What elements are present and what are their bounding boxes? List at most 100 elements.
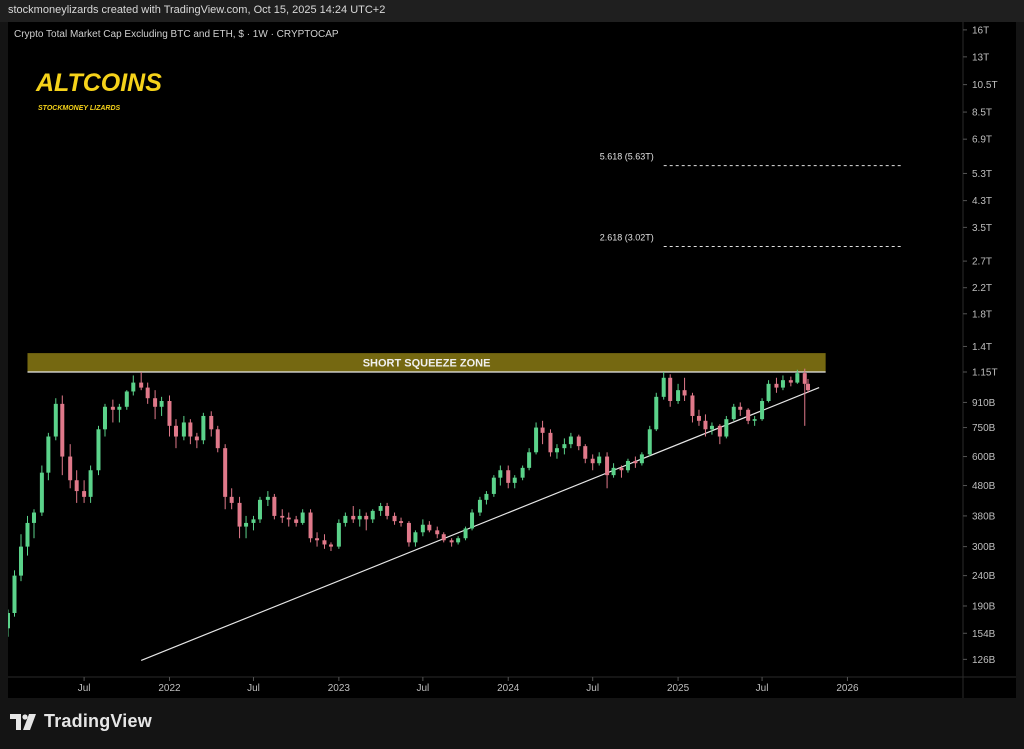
candle-down <box>746 408 751 425</box>
candle-up <box>647 425 652 457</box>
candle-body <box>237 502 242 527</box>
price-chart[interactable]: SHORT SQUEEZE ZONE 5.618 (5.63T) 2.618 (3… <box>6 22 1016 698</box>
candle-up <box>6 609 10 637</box>
candle-body <box>463 528 468 539</box>
candle-down <box>690 392 695 423</box>
candle-up <box>244 515 249 539</box>
candle-body <box>449 540 454 543</box>
candle-body <box>590 458 595 464</box>
candle-up <box>554 444 559 459</box>
candle-up <box>562 438 567 455</box>
candle-down <box>145 382 150 404</box>
candle-down <box>272 493 277 520</box>
candle-up <box>413 530 418 547</box>
candle-body <box>272 496 277 516</box>
candle-up <box>520 465 525 481</box>
candle-body <box>470 512 475 529</box>
y-tick-label: 300B <box>972 542 996 553</box>
candle-body <box>703 420 708 430</box>
candle-down <box>668 374 673 407</box>
candle-up <box>470 509 475 531</box>
candle-body <box>746 409 751 421</box>
candle-body <box>795 373 800 383</box>
candle-body <box>477 499 482 513</box>
candle-body <box>554 448 559 453</box>
candle-down <box>540 420 545 445</box>
candle-up <box>131 375 136 396</box>
candle-body <box>300 512 305 523</box>
candle-up <box>117 403 122 423</box>
candle-body <box>661 377 666 397</box>
candle-up <box>676 383 681 404</box>
candle-down <box>351 506 356 523</box>
candle-up <box>124 390 129 410</box>
candle-up <box>760 398 765 421</box>
candle-down <box>441 532 446 543</box>
candle-down <box>548 429 553 457</box>
candle-body <box>286 517 291 520</box>
candle-down <box>322 534 327 549</box>
candle-up <box>484 491 489 505</box>
candle-body <box>625 460 630 471</box>
tradingview-logo-icon <box>10 713 36 730</box>
candle-up <box>498 465 503 486</box>
candle-up <box>88 465 93 503</box>
candle-down <box>392 512 397 525</box>
candle-up <box>265 491 270 507</box>
candle-body <box>605 456 610 476</box>
candle-down <box>194 432 199 449</box>
candle-down <box>633 456 638 468</box>
candle-body <box>131 382 136 392</box>
candle-body <box>413 532 418 543</box>
candle-body <box>682 390 687 396</box>
candle-up <box>477 496 482 516</box>
candle-body <box>534 427 539 453</box>
candle-body <box>456 538 461 543</box>
candle-down <box>294 515 299 527</box>
y-tick-label: 240B <box>972 571 996 582</box>
candle-body <box>215 429 220 449</box>
candle-body <box>322 540 327 545</box>
candle-up <box>456 536 461 545</box>
candle-body <box>82 491 87 497</box>
candle-down <box>315 532 320 547</box>
time-axis[interactable]: Jul 2022 Jul 2023 Jul 2024 Jul 2025 Jul 2026 <box>78 677 859 694</box>
candle-body <box>576 436 581 447</box>
ascending-trendline <box>140 387 820 661</box>
candle-body <box>647 429 652 455</box>
short-squeeze-zone-layer: SHORT SQUEEZE ZONE <box>27 353 826 373</box>
candle-up <box>597 452 602 466</box>
candle-down <box>385 502 390 520</box>
candle-up <box>31 509 36 539</box>
candle-down <box>774 377 779 393</box>
candle-body <box>597 456 602 464</box>
y-tick-label: 600B <box>972 452 996 463</box>
candle-down <box>696 409 701 426</box>
y-tick-label: 126B <box>972 655 996 666</box>
candle-body <box>633 460 638 464</box>
candle-body <box>257 499 262 520</box>
tradingview-logo[interactable]: TradingView <box>10 711 152 732</box>
candle-body <box>583 446 588 459</box>
candle-body <box>378 506 383 511</box>
candle-up <box>300 509 305 525</box>
candle-body <box>484 493 489 500</box>
candle-body <box>102 406 107 430</box>
candle-body <box>181 422 186 437</box>
candle-up <box>251 515 256 531</box>
candle-up <box>731 403 736 421</box>
candle-down <box>110 399 115 423</box>
candle-down <box>74 470 79 503</box>
candle-down <box>583 444 588 464</box>
y-tick-label: 2.2T <box>972 283 992 294</box>
x-tick-label: 2023 <box>328 683 351 694</box>
y-tick-label: 1.4T <box>972 342 992 353</box>
price-axis[interactable]: 16T 13T 10.5T 8.5T 6.9T 5.3T 4.3T 3.5T 2.7T 2.2T 1… <box>963 25 998 666</box>
symbol-line: Crypto Total Market Cap Excluding BTC an… <box>14 29 339 40</box>
candle-up <box>18 534 23 582</box>
chart-container[interactable]: SHORT SQUEEZE ZONE 5.618 (5.63T) 2.618 (3… <box>6 22 1016 698</box>
tradingview-brand: TradingView <box>44 711 152 731</box>
y-tick-label: 154B <box>972 629 996 640</box>
candle-up <box>378 502 383 516</box>
x-tick-label: Jul <box>78 683 91 694</box>
